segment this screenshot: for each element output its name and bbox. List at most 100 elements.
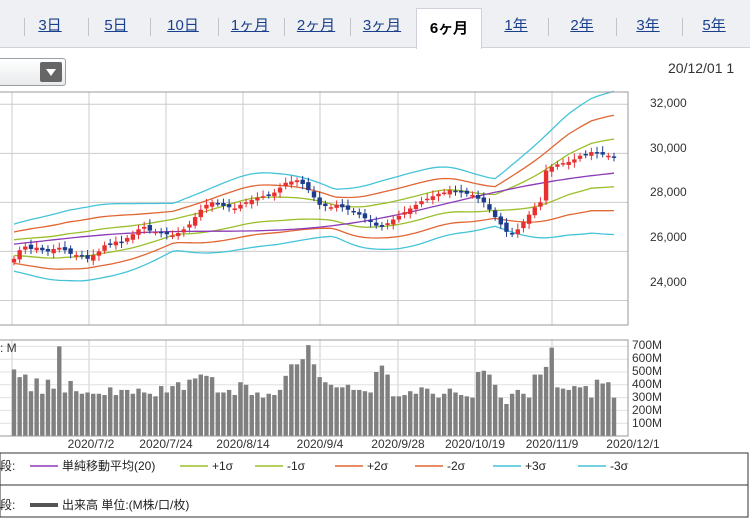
chart-frame	[0, 91, 629, 437]
tab-5-days[interactable]: 5日	[104, 17, 128, 34]
tab-separator	[616, 18, 617, 36]
chart-type-select[interactable]	[0, 58, 66, 86]
tab-separator	[350, 18, 351, 36]
candlestick	[323, 200, 328, 212]
volume-bar	[509, 393, 515, 436]
candlestick	[91, 249, 96, 266]
tab-3-months[interactable]: 3ヶ月	[362, 17, 402, 34]
volume-bar	[255, 392, 260, 436]
candle-body	[430, 196, 436, 200]
candlestick	[379, 222, 385, 231]
chevron-down-icon[interactable]	[40, 62, 62, 82]
candle-body	[62, 247, 68, 251]
candle-body	[277, 187, 283, 193]
tab-2-months[interactable]: 2ヶ月	[296, 17, 336, 34]
legend-row2-prefix: 段:	[0, 497, 15, 512]
candle-body	[509, 233, 515, 235]
candle-body	[141, 226, 147, 229]
price-tick-label: 30,000	[650, 141, 687, 155]
volume-bar	[487, 374, 492, 436]
price-tick-label: 26,000	[650, 230, 687, 244]
volume-bar	[289, 364, 294, 436]
candle-body	[577, 155, 583, 159]
candle-body	[221, 202, 226, 207]
tab-10-days[interactable]: 10日	[167, 17, 199, 34]
tab-3-years[interactable]: 3年	[636, 17, 660, 34]
candle-body	[487, 204, 492, 210]
tab-5-years[interactable]: 5年	[702, 17, 726, 34]
volume-bar	[11, 369, 17, 436]
candle-body	[362, 213, 368, 219]
candle-body	[498, 216, 503, 225]
candle-body	[566, 161, 571, 165]
volume-bar	[526, 397, 532, 436]
candle-body	[243, 202, 249, 204]
candle-body	[396, 215, 402, 220]
volume-bar	[68, 380, 73, 436]
candlestick	[141, 221, 147, 234]
candle-body	[351, 210, 356, 213]
candlestick	[464, 187, 470, 197]
candle-body	[119, 241, 124, 244]
volume-bar	[102, 395, 107, 436]
volume-bar	[62, 392, 68, 436]
legend-label-plus-3-sigma: +3σ	[525, 459, 547, 473]
volume-bar	[51, 388, 56, 436]
candle-body	[164, 231, 170, 235]
volume-bar	[164, 392, 170, 436]
candle-body	[158, 231, 164, 234]
volume-bars	[11, 345, 617, 436]
candle-body	[289, 181, 294, 185]
candlestick	[577, 152, 583, 162]
candlestick	[294, 177, 300, 187]
candlestick	[362, 208, 368, 223]
tab-1-month[interactable]: 1ヶ月	[230, 17, 270, 34]
candle-body	[170, 235, 175, 237]
candlestick	[447, 185, 453, 199]
candlestick	[181, 226, 187, 237]
candle-body	[374, 222, 379, 226]
candlestick	[119, 235, 124, 248]
candle-body	[79, 255, 85, 257]
volume-bar	[209, 377, 215, 436]
candlestick	[238, 201, 243, 212]
candlestick	[204, 198, 209, 213]
volume-bar	[549, 347, 554, 436]
volume-bar	[374, 372, 379, 436]
volume-bar	[481, 370, 487, 436]
volume-bar	[441, 393, 447, 436]
volume-bar	[572, 386, 577, 436]
candlestick	[17, 246, 22, 264]
candlestick	[368, 214, 373, 228]
candle-body	[187, 224, 192, 228]
tab-3-days[interactable]: 3日	[38, 17, 62, 34]
tab-6-months[interactable]: 6ヶ月	[416, 8, 482, 49]
volume-bar	[396, 396, 402, 436]
plus-2-sigma-line	[13, 114, 615, 233]
candlestick	[470, 191, 475, 199]
volume-bar	[515, 389, 520, 436]
candle-body	[91, 255, 96, 261]
volume-bar	[436, 397, 441, 436]
candlestick	[187, 220, 192, 233]
candle-body	[209, 202, 215, 207]
candle-body	[294, 180, 300, 183]
candlestick	[538, 197, 543, 211]
candlestick	[96, 248, 102, 261]
candle-body	[594, 152, 600, 154]
volume-bar	[158, 386, 164, 436]
candlestick	[260, 190, 266, 200]
volume-bar	[606, 382, 611, 436]
tab-1-year[interactable]: 1年	[504, 17, 528, 34]
candlestick	[130, 230, 136, 244]
volume-bar	[175, 382, 181, 436]
volume-bar	[96, 393, 102, 436]
volume-bar	[130, 393, 136, 436]
chart-legend: 段: 単純移動平均(20) +1σ -1σ +2σ -2σ +3σ -3σ 段:…	[0, 452, 749, 518]
volume-tick-label: 600M	[632, 351, 662, 365]
tab-2-years[interactable]: 2年	[570, 17, 594, 34]
volume-bar	[119, 389, 124, 436]
candle-body	[204, 204, 209, 209]
candle-body	[526, 214, 532, 224]
candle-body	[368, 220, 373, 222]
